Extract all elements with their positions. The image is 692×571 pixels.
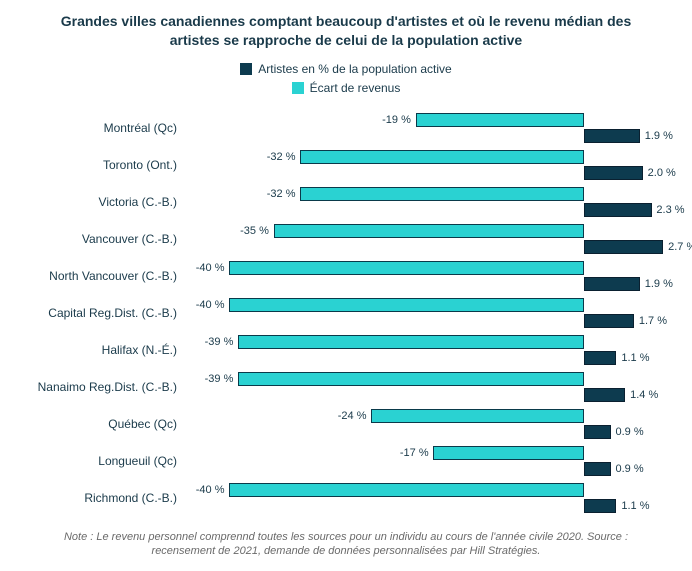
bar-row: Toronto (Ont.)-32 %2.0 % (20, 148, 672, 183)
bar-ecart (371, 409, 584, 423)
bar-ecart (274, 224, 585, 238)
city-label: Québec (Qc) (20, 417, 185, 431)
bar-artiste (584, 166, 642, 180)
bar-ecart-value: -40 % (196, 483, 225, 497)
bar-artiste-value: 2.3 % (656, 203, 684, 217)
legend-label-artistes: Artistes en % de la population active (258, 62, 451, 76)
bar-ecart (238, 372, 584, 386)
bar-area: -32 %2.0 % (185, 148, 672, 183)
legend-item-ecart: Écart de revenus (292, 81, 401, 95)
bar-ecart-value: -39 % (205, 335, 234, 349)
bar-artiste-value: 1.9 % (645, 129, 673, 143)
bar-ecart-value: -40 % (196, 298, 225, 312)
bar-artiste (584, 277, 640, 291)
bar-area: -39 % 1.4 % (185, 370, 672, 405)
bar-area: -35 %2.7 % (185, 222, 672, 257)
bar-artiste (584, 462, 610, 476)
bar-row: Nanaimo Reg.Dist. (C.-B.) -39 % 1.4 % (20, 370, 672, 405)
chart-container: Grandes villes canadiennes comptant beau… (0, 0, 692, 568)
bar-area: -39 % 1.1 % (185, 333, 672, 368)
legend: Artistes en % de la population active Éc… (20, 62, 672, 95)
legend-label-ecart: Écart de revenus (310, 81, 401, 95)
legend-swatch-artistes-icon (240, 63, 252, 75)
city-label: Nanaimo Reg.Dist. (C.-B.) (20, 380, 185, 394)
bar-artiste-value: 2.0 % (648, 166, 676, 180)
bar-ecart-value: -40 % (196, 261, 225, 275)
bar-ecart-value: -24 % (338, 409, 367, 423)
bar-ecart-value: -17 % (400, 446, 429, 460)
bar-artiste-value: 0.9 % (616, 462, 644, 476)
bar-row: Longueuil (Qc) -17 % 0.9 % (20, 444, 672, 479)
bar-artiste (584, 203, 651, 217)
bar-ecart-value: -19 % (382, 113, 411, 127)
bar-ecart (229, 298, 584, 312)
bar-ecart (229, 261, 584, 275)
city-label: Montréal (Qc) (20, 121, 185, 135)
legend-item-artistes: Artistes en % de la population active (240, 62, 451, 76)
bar-artiste-value: 2.7 % (668, 240, 692, 254)
bar-artiste (584, 425, 610, 439)
bar-area: -40 % 1.9 % (185, 259, 672, 294)
bar-artiste (584, 314, 634, 328)
bar-area: -40 % 1.1 % (185, 481, 672, 516)
bar-ecart-value: -32 % (267, 150, 296, 164)
bar-area: -40 % 1.7 % (185, 296, 672, 331)
bar-ecart (300, 187, 584, 201)
bar-artiste (584, 129, 640, 143)
bar-ecart-value: -32 % (267, 187, 296, 201)
bar-ecart (300, 150, 584, 164)
bar-area: -32 %2.3 % (185, 185, 672, 220)
bar-artiste-value: 0.9 % (616, 425, 644, 439)
city-label: Capital Reg.Dist. (C.-B.) (20, 306, 185, 320)
chart-note: Note : Le revenu personnel comprennd tou… (20, 530, 672, 559)
bar-ecart (433, 446, 584, 460)
bar-artiste (584, 240, 663, 254)
bar-artiste-value: 1.9 % (645, 277, 673, 291)
bar-row: Vancouver (C.-B.)-35 %2.7 % (20, 222, 672, 257)
bar-area: -19 % 1.9 % (185, 111, 672, 146)
city-label: Longueuil (Qc) (20, 454, 185, 468)
bar-ecart-value: -39 % (205, 372, 234, 386)
bar-artiste (584, 351, 616, 365)
bar-artiste-value: 1.1 % (621, 499, 649, 513)
city-label: Richmond (C.-B.) (20, 491, 185, 505)
bar-ecart (229, 483, 584, 497)
chart-title: Grandes villes canadiennes comptant beau… (20, 12, 672, 50)
bar-row: Richmond (C.-B.) -40 % 1.1 % (20, 481, 672, 516)
bar-ecart (238, 335, 584, 349)
bar-area: -17 % 0.9 % (185, 444, 672, 479)
legend-swatch-ecart-icon (292, 82, 304, 94)
bar-row: Halifax (N.-É.) -39 % 1.1 % (20, 333, 672, 368)
bar-row: Capital Reg.Dist. (C.-B.) -40 % 1.7 % (20, 296, 672, 331)
bar-row: Victoria (C.-B.)-32 %2.3 % (20, 185, 672, 220)
bar-area: -24 % 0.9 % (185, 407, 672, 442)
city-label: Victoria (C.-B.) (20, 195, 185, 209)
bar-ecart-value: -35 % (240, 224, 269, 238)
bar-artiste (584, 388, 625, 402)
city-label: Halifax (N.-É.) (20, 343, 185, 357)
city-label: North Vancouver (C.-B.) (20, 269, 185, 283)
bar-row: Québec (Qc) -24 % 0.9 % (20, 407, 672, 442)
city-label: Vancouver (C.-B.) (20, 232, 185, 246)
city-label: Toronto (Ont.) (20, 158, 185, 172)
bar-artiste-value: 1.1 % (621, 351, 649, 365)
bar-artiste-value: 1.4 % (630, 388, 658, 402)
bar-row: North Vancouver (C.-B.) -40 % 1.9 % (20, 259, 672, 294)
bar-artiste (584, 499, 616, 513)
bar-row: Montréal (Qc) -19 % 1.9 % (20, 111, 672, 146)
bar-ecart (416, 113, 585, 127)
bar-rows: Montréal (Qc)-19 %1.9 %Toronto (Ont.)-32… (20, 111, 672, 516)
bar-artiste-value: 1.7 % (639, 314, 667, 328)
